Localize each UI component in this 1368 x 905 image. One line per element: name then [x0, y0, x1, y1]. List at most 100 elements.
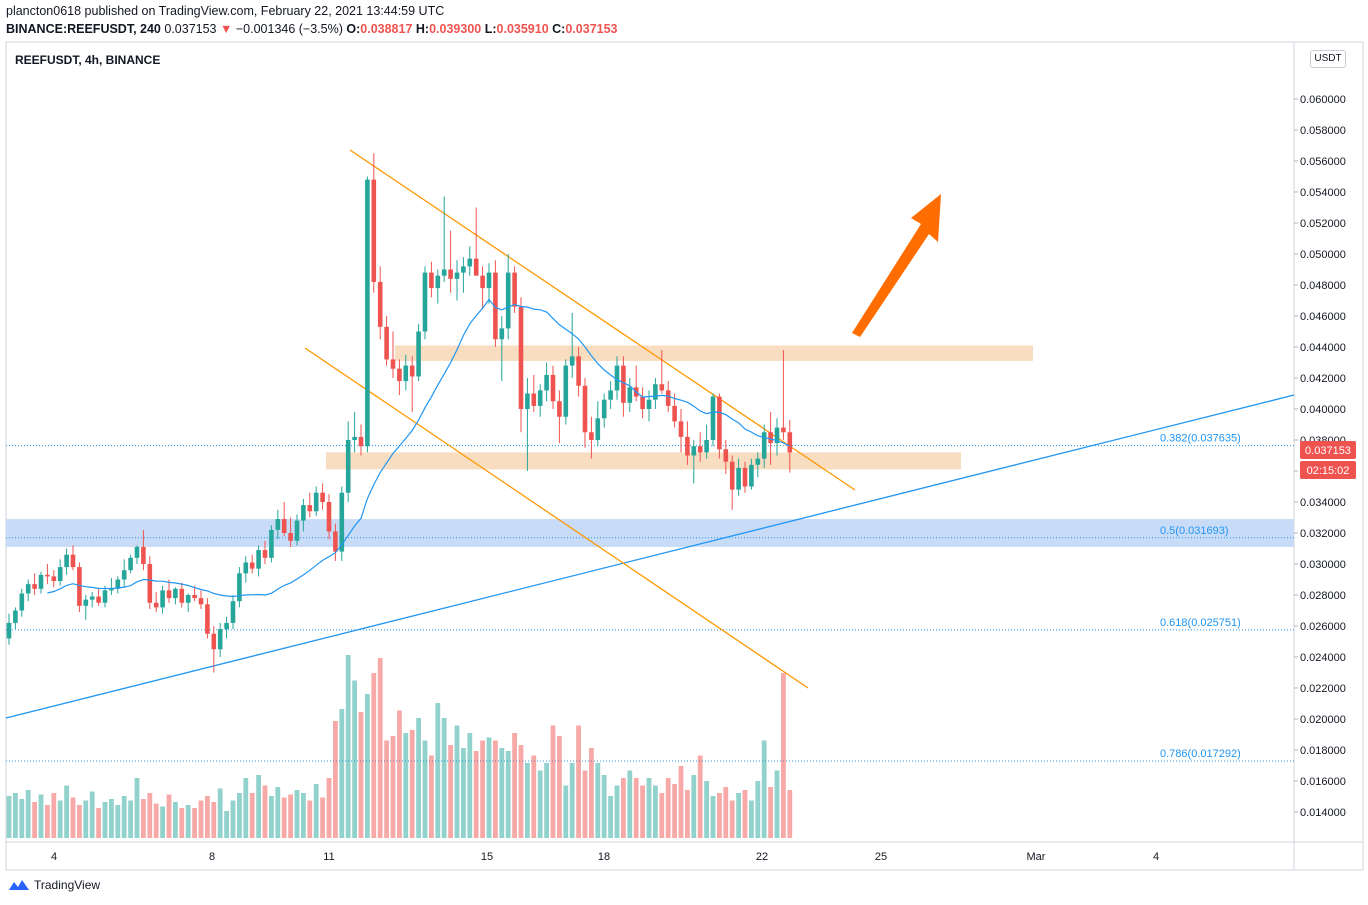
candle-92[interactable] [595, 401, 601, 447]
candle-95[interactable] [614, 356, 620, 400]
candle-8[interactable] [57, 559, 63, 586]
candle-36[interactable] [237, 567, 242, 608]
candle-114[interactable] [736, 458, 741, 496]
candle-69[interactable] [448, 230, 453, 293]
candle-115[interactable] [742, 461, 748, 493]
candle-112[interactable] [723, 440, 729, 475]
candle-46[interactable] [301, 498, 306, 532]
candle-118[interactable] [761, 424, 767, 468]
candle-77[interactable] [499, 316, 505, 382]
candle-90[interactable] [582, 378, 588, 448]
candle-3[interactable] [25, 579, 31, 602]
candle-10[interactable] [70, 545, 76, 571]
candle-120[interactable] [774, 418, 780, 456]
candle-58[interactable] [377, 266, 383, 340]
candle-56[interactable] [365, 176, 370, 453]
candle-122[interactable] [787, 419, 793, 473]
candle-89[interactable] [576, 347, 581, 397]
candle-53[interactable] [345, 421, 351, 502]
candle-76[interactable] [493, 260, 498, 347]
candle-91[interactable] [589, 416, 594, 459]
candle-81[interactable] [525, 378, 530, 471]
candle-47[interactable] [307, 492, 313, 518]
candle-99[interactable] [640, 387, 645, 419]
candle-93[interactable] [601, 393, 607, 428]
candle-50[interactable] [326, 494, 332, 540]
candle-82[interactable] [531, 374, 537, 413]
candle-13[interactable] [89, 591, 95, 608]
zone-1[interactable] [326, 452, 961, 470]
candle-52[interactable] [339, 486, 345, 561]
candle-66[interactable] [429, 261, 434, 298]
candle-4[interactable] [32, 573, 37, 595]
candle-65[interactable] [422, 266, 428, 340]
candle-87[interactable] [563, 359, 569, 425]
bullish-arrow[interactable] [852, 194, 941, 337]
candle-88[interactable] [569, 312, 575, 378]
candle-21[interactable] [141, 529, 146, 571]
candle-83[interactable] [537, 384, 543, 417]
candle-19[interactable] [128, 554, 133, 574]
candle-25[interactable] [166, 579, 172, 603]
candle-35[interactable] [230, 595, 236, 630]
candle-7[interactable] [51, 570, 57, 588]
candle-108[interactable] [697, 432, 703, 462]
candle-24[interactable] [160, 585, 165, 614]
candle-11[interactable] [77, 562, 82, 613]
candle-73[interactable] [473, 207, 479, 276]
candle-34[interactable] [224, 616, 229, 639]
candle-32[interactable] [211, 626, 217, 673]
candle-109[interactable] [704, 424, 709, 459]
candle-75[interactable] [486, 263, 492, 304]
price-axis[interactable]: 0.014000 0.016000 0.018000 0.020000 0.022000… [1294, 94, 1346, 819]
zone-0[interactable] [395, 345, 1033, 361]
candle-121[interactable] [781, 350, 786, 440]
candle-78[interactable] [505, 254, 511, 340]
candle-105[interactable] [678, 409, 684, 453]
candle-40[interactable] [262, 540, 268, 564]
candle-38[interactable] [249, 554, 255, 574]
candle-70[interactable] [454, 260, 460, 301]
time-axis[interactable]: 4 8 11 15 18 22 25 Mar 4 [51, 851, 1159, 863]
candle-72[interactable] [467, 246, 473, 276]
candle-28[interactable] [185, 593, 191, 613]
candle-43[interactable] [281, 502, 287, 537]
candle-1[interactable] [13, 607, 18, 630]
candle-85[interactable] [550, 365, 556, 409]
candle-84[interactable] [544, 362, 549, 402]
candle-39[interactable] [256, 545, 261, 577]
candle-27[interactable] [179, 582, 185, 608]
candle-17[interactable] [115, 576, 121, 594]
candle-64[interactable] [416, 323, 421, 382]
candle-101[interactable] [653, 378, 658, 409]
candle-22[interactable] [147, 556, 153, 609]
channel-lower-line[interactable] [304, 347, 809, 689]
candle-0[interactable] [6, 613, 12, 645]
candle-2[interactable] [19, 588, 25, 617]
candle-110[interactable] [710, 393, 716, 447]
ascending-support-line[interactable] [5, 394, 1295, 719]
candle-42[interactable] [275, 509, 281, 540]
candle-102[interactable] [659, 350, 665, 394]
candle-26[interactable] [173, 587, 178, 605]
candle-62[interactable] [403, 354, 409, 391]
candle-41[interactable] [269, 525, 274, 563]
candle-14[interactable] [96, 588, 101, 606]
candle-33[interactable] [217, 622, 223, 657]
candle-48[interactable] [313, 486, 319, 516]
candle-9[interactable] [64, 548, 69, 575]
candle-29[interactable] [192, 585, 197, 602]
candle-111[interactable] [717, 393, 722, 459]
candle-16[interactable] [109, 577, 114, 595]
candle-79[interactable] [512, 266, 517, 313]
candle-60[interactable] [390, 331, 396, 379]
candle-68[interactable] [441, 196, 447, 282]
candle-106[interactable] [685, 421, 690, 465]
tradingview-logo[interactable]: TradingView [8, 878, 100, 892]
candle-116[interactable] [749, 458, 754, 490]
candle-12[interactable] [83, 595, 89, 620]
candle-94[interactable] [608, 381, 613, 409]
candle-74[interactable] [480, 266, 485, 309]
candle-44[interactable] [288, 517, 293, 547]
